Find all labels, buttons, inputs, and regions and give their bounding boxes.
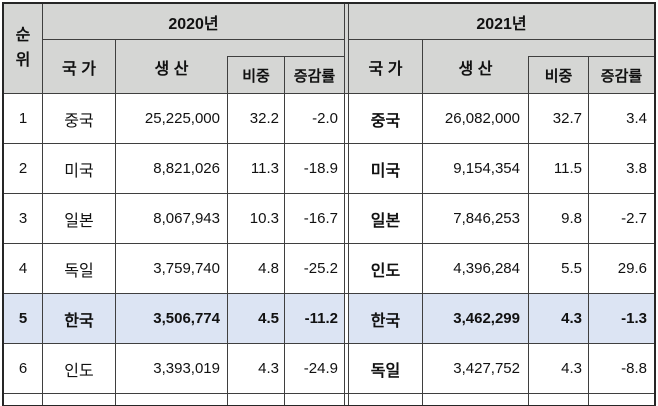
section-divider	[344, 4, 349, 93]
section-2020: 2020년 국 가 생 산 비중 증감률	[42, 4, 344, 93]
country-cell-2021: 일본	[370, 212, 401, 230]
country-cell-2021: 미국	[370, 162, 401, 180]
table-header: 순위 2020년 국 가 생 산 비중 증감률 2021년 국 가 생 산 비중…	[4, 4, 654, 93]
change-cell-2021: 3.8	[588, 144, 654, 193]
country-cell-2021: 한국	[370, 312, 401, 330]
rank-column-header: 순위	[4, 4, 42, 93]
section-divider	[344, 344, 349, 393]
share-header-2021: 비중	[528, 56, 588, 93]
year-header-2021: 2021년	[349, 4, 654, 40]
section-divider	[344, 144, 349, 193]
change-cell-2020: -2.0	[284, 94, 344, 143]
country-header-2021: 국 가	[368, 60, 403, 78]
production-cell-2020: 3,759,740	[115, 244, 227, 293]
production-cell-2020: 8,067,943	[115, 194, 227, 243]
change-cell-2021: -2.7	[588, 194, 654, 243]
rank-cell: 3	[18, 210, 28, 227]
country-cell-2020: 일본	[42, 194, 115, 243]
share-cell-2020: 4.5	[227, 294, 284, 343]
production-cell-2021: 4,396,284	[422, 244, 528, 293]
production-header-2021: 생 산	[422, 40, 528, 93]
country-header-2020: 국 가	[62, 60, 96, 78]
country-cell-2020: 한국	[42, 294, 115, 343]
production-cell-2021: 7,846,253	[422, 194, 528, 243]
production-cell-2021: 3,462,299	[422, 294, 528, 343]
share-cell-2020: 4.8	[227, 244, 284, 293]
share-cell-2020: 32.2	[227, 94, 284, 143]
section-2021: 2021년 국 가 생 산 비중 증감률	[349, 4, 654, 93]
table-row: 3 일본 8,067,943 10.3 -16.7 일본 7,846,253 9…	[4, 193, 654, 243]
change-cell-2020: -18.9	[284, 144, 344, 193]
production-cell-2020: 3,506,774	[115, 294, 227, 343]
production-cell-2020: 8,821,026	[115, 144, 227, 193]
table-row: 1 중국 25,225,000 32.2 -2.0 중국 26,082,000 …	[4, 93, 654, 143]
table-row: 2 미국 8,821,026 11.3 -18.9 미국 9,154,354 1…	[4, 143, 654, 193]
section-divider	[344, 394, 349, 405]
change-cell-2021: 3.4	[588, 94, 654, 143]
subheader-2020: 국 가 생 산 비중 증감률	[43, 40, 344, 93]
share-cell-2020: 4.3	[227, 344, 284, 393]
share-cell-2021: 9.8	[528, 194, 588, 243]
production-cell-2020: 25,225,000	[115, 94, 227, 143]
production-cell-2021: 26,082,000	[422, 94, 528, 143]
change-cell-2021: -1.3	[588, 294, 654, 343]
country-cell-2021: 독일	[370, 362, 401, 380]
change-cell-2020: -24.9	[284, 344, 344, 393]
change-cell-2021: 29.6	[588, 244, 654, 293]
country-cell-2020: 인도	[42, 344, 115, 393]
share-cell-2021: 4.3	[528, 294, 588, 343]
rank-header-label: 순위	[15, 26, 31, 69]
rank-cell: 4	[18, 260, 28, 277]
section-divider	[344, 194, 349, 243]
share-cell-2020: 11.3	[227, 144, 284, 193]
production-cell-2021: 9,154,354	[422, 144, 528, 193]
table-row: 4 독일 3,759,740 4.8 -25.2 인도 4,396,284 5.…	[4, 243, 654, 293]
partial-row	[4, 393, 654, 405]
change-header-2021: 증감률	[588, 56, 654, 93]
production-cell-2021: 3,427,752	[422, 344, 528, 393]
rank-cell: 1	[18, 110, 28, 127]
share-header-2020: 비중	[227, 56, 284, 93]
country-cell-2020: 미국	[42, 144, 115, 193]
change-cell-2021: -8.8	[588, 344, 654, 393]
country-cell-2020: 중국	[42, 94, 115, 143]
table-row-korea: 5 한국 3,506,774 4.5 -11.2 한국 3,462,299 4.…	[4, 293, 654, 343]
production-header-2020: 생 산	[115, 40, 227, 93]
section-divider	[344, 294, 349, 343]
change-header-2020: 증감률	[284, 56, 344, 93]
change-cell-2020: -16.7	[284, 194, 344, 243]
change-cell-2020: -11.2	[284, 294, 344, 343]
year-header-2020: 2020년	[43, 4, 344, 40]
share-cell-2021: 4.3	[528, 344, 588, 393]
section-divider	[344, 244, 349, 293]
share-cell-2021: 11.5	[528, 144, 588, 193]
country-cell-2021: 인도	[370, 262, 401, 280]
table-row: 6 인도 3,393,019 4.3 -24.9 독일 3,427,752 4.…	[4, 343, 654, 393]
section-divider	[344, 94, 349, 143]
rank-cell: 6	[18, 360, 28, 377]
rank-cell: 5	[18, 310, 28, 327]
share-cell-2021: 32.7	[528, 94, 588, 143]
production-cell-2020: 3,393,019	[115, 344, 227, 393]
share-cell-2020: 10.3	[227, 194, 284, 243]
rank-cell: 2	[18, 160, 28, 177]
subheader-2021: 국 가 생 산 비중 증감률	[349, 40, 654, 93]
change-cell-2020: -25.2	[284, 244, 344, 293]
country-cell-2020: 독일	[42, 244, 115, 293]
share-cell-2021: 5.5	[528, 244, 588, 293]
country-cell-2021: 중국	[370, 112, 401, 130]
